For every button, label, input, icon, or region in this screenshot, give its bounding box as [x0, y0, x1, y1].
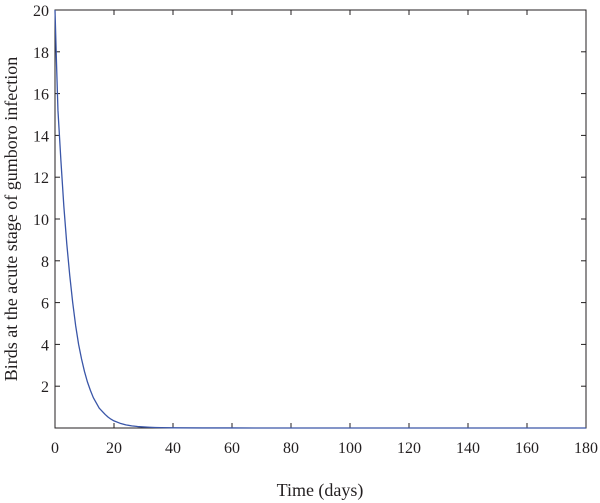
x-tick-label: 40	[165, 440, 181, 457]
x-axis-ticks: 0 20 40 60 80 100 120 140 160 180	[51, 10, 598, 457]
plot-frame	[54, 9, 587, 429]
x-tick-label: 180	[574, 440, 598, 457]
x-tick-label: 0	[51, 440, 59, 457]
y-axis-label: Birds at the acute stage of gumboro infe…	[1, 57, 21, 381]
x-tick-label: 20	[106, 440, 122, 457]
y-tick-label: 14	[33, 128, 49, 145]
y-axis-ticks: 2 4 6 8 10 12 14 16 18 20	[33, 3, 586, 396]
y-tick-label: 6	[41, 296, 49, 313]
x-axis-label: Time (days)	[277, 480, 364, 501]
series-line	[54, 9, 586, 429]
x-tick-label: 120	[397, 440, 421, 457]
y-tick-label: 12	[33, 170, 49, 187]
y-tick-label: 20	[33, 3, 49, 20]
y-tick-label: 16	[33, 87, 49, 104]
x-tick-label: 60	[224, 440, 240, 457]
x-tick-label: 80	[283, 440, 299, 457]
x-tick-label: 140	[456, 440, 480, 457]
y-tick-label: 10	[33, 212, 49, 229]
y-tick-label: 2	[41, 379, 49, 396]
x-tick-label: 160	[515, 440, 539, 457]
y-tick-label: 18	[33, 45, 49, 62]
x-tick-label: 100	[338, 440, 362, 457]
y-tick-label: 8	[41, 254, 49, 271]
y-tick-label: 4	[41, 337, 49, 354]
